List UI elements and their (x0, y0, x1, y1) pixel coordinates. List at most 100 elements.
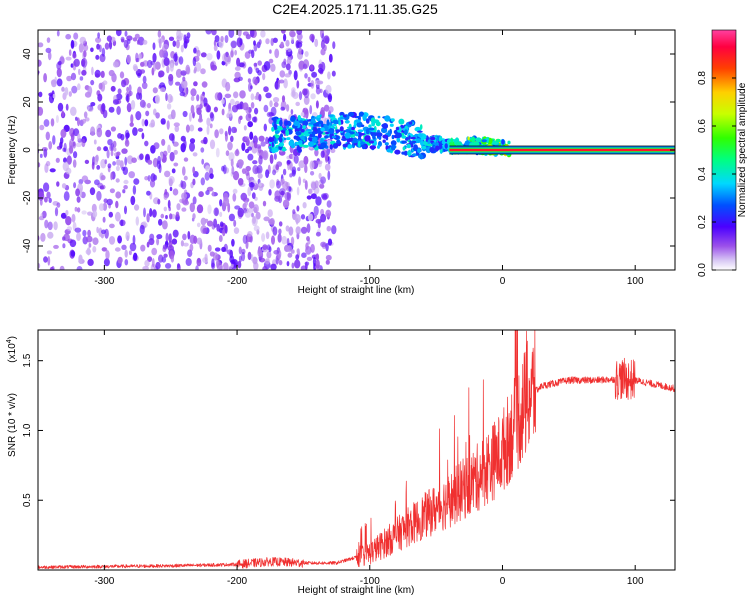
spectrogram-noise-cell (87, 258, 94, 266)
spectrogram-signal-cell (274, 130, 280, 135)
spectrogram-noise-cell (252, 256, 258, 265)
spectrogram-noise-cell (314, 148, 319, 157)
spectrogram-noise-cell (242, 31, 249, 36)
spectrogram-noise-cell (280, 41, 284, 48)
spectrogram-noise-cell (265, 231, 270, 240)
spectrogram-noise-cell (251, 212, 254, 218)
spectrogram-noise-cell (253, 62, 258, 67)
spectrogram-noise-cell (325, 259, 330, 265)
spectrogram-noise-cell (175, 39, 180, 49)
spectrogram-noise-cell (232, 170, 240, 181)
spectrogram-noise-cell (110, 172, 113, 181)
spectrogram-noise-cell (104, 159, 108, 165)
spectrogram-noise-cell (121, 166, 126, 171)
spectrogram-noise-cell (192, 56, 197, 67)
spectrogram-noise-cell (61, 86, 65, 92)
spectrogram-noise-cell (281, 30, 286, 34)
spectrogram-noise-cell (81, 175, 89, 182)
spectrogram-noise-cell (56, 181, 60, 187)
spectrogram-signal-cell (336, 139, 341, 144)
spectrogram-noise-cell (172, 40, 177, 47)
spectrogram-noise-cell (263, 104, 269, 113)
spectrogram-signal-cell (368, 124, 372, 128)
spectrogram-noise-cell (291, 262, 295, 269)
spectrogram-noise-cell (165, 92, 168, 102)
spectrogram-signal-cell (271, 126, 275, 132)
spectrogram-noise-cell (206, 105, 211, 113)
spectrogram-noise-cell (214, 35, 220, 43)
spectrogram-noise-cell (315, 259, 320, 269)
spectrogram-noise-cell (271, 235, 275, 245)
spectrogram-noise-cell (52, 93, 56, 99)
spectrogram-noise-cell (249, 131, 254, 140)
spectrogram-noise-cell (233, 227, 240, 235)
spectrogram-noise-cell (165, 215, 168, 220)
spectrogram-noise-cell (206, 125, 210, 135)
spectrogram-noise-cell (174, 125, 180, 132)
spectrogram-noise-cell (156, 237, 160, 246)
spectrogram-noise-cell (166, 103, 172, 110)
spectrogram-noise-cell (316, 80, 324, 85)
spectrogram-noise-cell (65, 103, 69, 111)
spectrogram-noise-cell (331, 225, 337, 235)
spectrogram-noise-cell (52, 135, 56, 145)
snr-axes: -300 -200 -100 0 100 0.5 1.0 1.5 (22, 330, 675, 587)
spectrogram-signal-cell (384, 115, 391, 122)
spectrogram-noise-cell (241, 168, 247, 175)
spectrogram-signal-cell (348, 111, 355, 117)
spectrogram-signal-cell (419, 124, 423, 130)
spectrogram-signal-cell (317, 133, 322, 139)
spectrogram-noise-cell (266, 111, 274, 118)
colorbar-tick-label: 0.0 (697, 263, 708, 277)
spectrogram-noise-cell (253, 225, 260, 232)
spectrogram-noise-cell (222, 164, 227, 175)
spectrogram-signal-cell (391, 134, 395, 140)
spectrogram-noise-cell (234, 66, 241, 71)
spectrogram-noise-cell (310, 93, 316, 100)
spectrogram-noise-cell (318, 172, 322, 180)
spectrogram-noise-cell (155, 112, 160, 119)
spectrogram-noise-cell (301, 252, 307, 258)
spectrogram-noise-cell (247, 153, 254, 161)
spectrogram-noise-cell (236, 57, 241, 67)
spectrogram-noise-cell (123, 39, 129, 49)
spectrogram-noise-cell (117, 88, 122, 95)
spectrogram-noise-cell (148, 123, 155, 128)
spectrogram-noise-cell (63, 191, 70, 202)
spectrogram-noise-cell (316, 160, 323, 165)
spectrogram-noise-cell (315, 218, 322, 224)
spectrogram-signal-cell (339, 116, 345, 120)
spectrogram-noise-cell (56, 67, 62, 78)
spectrogram-noise-cell (180, 70, 187, 76)
colorbar-gradient (711, 29, 737, 271)
spectrogram-signal-cell (359, 133, 366, 136)
spectrogram-noise-cell (92, 237, 99, 245)
spectrogram-noise-cell (131, 157, 137, 163)
spectrogram-noise-cell (265, 38, 270, 45)
spectrogram-noise-cell (137, 72, 142, 78)
spectrogram-noise-cell (56, 202, 61, 208)
spectrogram-noise-cell (109, 223, 115, 229)
spectrogram-noise-cell (257, 60, 263, 66)
spectrogram-signal-cell (368, 127, 375, 131)
spectrogram-noise-cell (315, 231, 321, 237)
spectrogram-noise-cell (325, 254, 332, 261)
spectrogram-noise-cell (116, 30, 122, 37)
spectrogram-noise-cell (302, 202, 307, 209)
spectrogram-noise-cell (311, 71, 318, 78)
spectrogram-noise-cell (331, 70, 336, 77)
spectrogram-noise-cell (193, 81, 198, 87)
spectrogram-noise-cell (332, 41, 336, 49)
spectrogram-noise-cell (247, 66, 253, 75)
spectrogram-noise-cell (132, 234, 136, 245)
spectrogram-signal-cell (344, 120, 350, 124)
spectrogram-signal-cell (300, 135, 306, 140)
spectrogram-noise-cell (76, 232, 81, 242)
spectrogram-noise-cell (78, 179, 84, 185)
spectrogram-noise-cell (176, 203, 181, 211)
spectrogram-noise-cell (313, 205, 319, 216)
spectrogram-noise-cell (129, 122, 134, 127)
spectrogram-noise-cell (77, 117, 80, 127)
spectrogram-signal-cell (455, 141, 462, 147)
spectrogram-noise-cell (252, 216, 256, 224)
